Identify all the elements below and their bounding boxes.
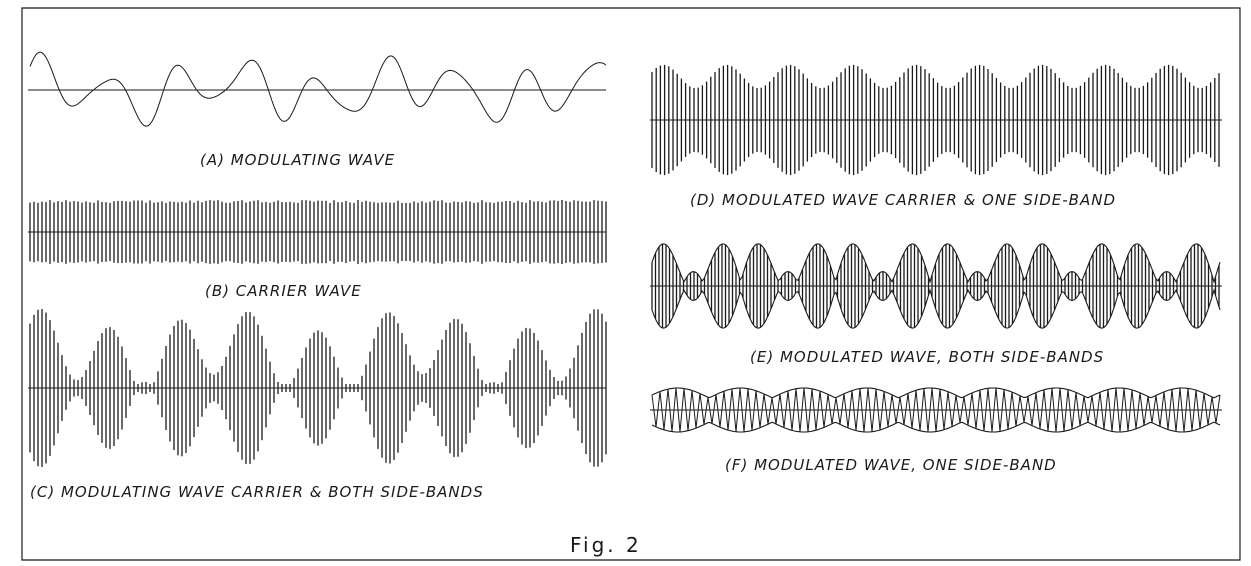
panel-b-caption: (B) CARRIER WAVE [205,282,362,300]
panel-e-caption: (E) MODULATED WAVE, BOTH SIDE-BANDS [750,348,1104,366]
figure-label: Fig. 2 [570,533,642,557]
panel-b: (B) CARRIER WAVE [28,200,606,300]
panel-a-caption: (A) MODULATING WAVE [200,151,395,169]
panel-e: (E) MODULATED WAVE, BOTH SIDE-BANDS [650,244,1222,366]
panel-f-caption: (F) MODULATED WAVE, ONE SIDE-BAND [725,456,1057,474]
panel-d: (D) MODULATED WAVE CARRIER & ONE SIDE-BA… [650,65,1222,209]
panel-c-caption: (C) MODULATING WAVE CARRIER & BOTH SIDE-… [30,483,484,501]
panel-a-modulating-wave [30,52,606,126]
panel-f-upper-envelope [652,388,1220,398]
panel-a: (A) MODULATING WAVE [28,52,606,169]
panel-f: (F) MODULATED WAVE, ONE SIDE-BAND [650,388,1222,474]
panel-d-caption: (D) MODULATED WAVE CARRIER & ONE SIDE-BA… [690,191,1116,209]
panel-c: (C) MODULATING WAVE CARRIER & BOTH SIDE-… [28,309,606,501]
